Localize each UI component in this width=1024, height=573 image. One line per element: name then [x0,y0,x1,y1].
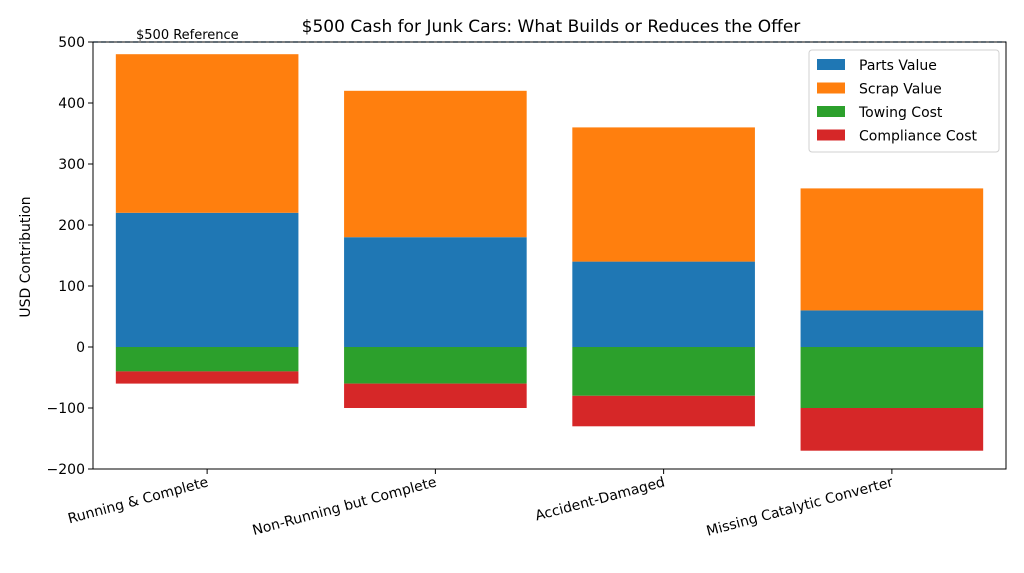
bar-compliance-cost-1 [344,383,527,408]
bar-towing-cost-0 [115,347,299,372]
y-tick-label: 400 [58,96,85,112]
y-tick-label: −100 [47,401,85,417]
bar-towing-cost-3 [800,347,984,408]
bar-towing-cost-1 [344,347,527,384]
x-tick-label: Accident-Damaged [534,474,667,524]
legend-label: Towing Cost [858,105,943,121]
legend-label: Scrap Value [859,82,942,98]
y-tick-label: 200 [58,218,85,234]
y-tick-label: 0 [76,340,85,356]
bar-scrap-value-0 [115,54,299,213]
legend-swatch-compliance-cost [817,129,845,141]
y-tick-label: 100 [58,279,85,295]
legend-label: Parts Value [859,58,937,74]
bar-parts-value-0 [115,212,299,347]
legend-swatch-parts-value [817,59,845,70]
bar-parts-value-1 [344,237,527,347]
bar-compliance-cost-2 [572,395,755,427]
bars-layer [115,54,984,451]
y-tick-label: 300 [58,157,85,173]
legend: Parts Value Scrap Value Towing Cost Complia… [808,49,1000,153]
legend-swatch-scrap-value [817,82,845,94]
x-tick-label: Missing Catalytic Converter [705,474,895,539]
plot-frame [92,41,1007,470]
reference-line-label: $500 Reference [136,28,239,43]
bar-scrap-value-2 [572,127,755,262]
y-tick-label: 500 [58,35,85,51]
bar-compliance-cost-0 [115,371,299,384]
bar-parts-value-3 [800,310,984,347]
legend-swatch-towing-cost [817,106,845,117]
y-tick-label: −200 [47,462,85,478]
bar-towing-cost-2 [572,347,755,396]
chart-title: $500 Cash for Junk Cars: What Builds or … [302,17,801,37]
bar-compliance-cost-3 [800,408,984,451]
bar-scrap-value-1 [344,90,527,238]
y-axis-label: USD Contribution [18,196,34,317]
x-tick-label: Running & Complete [66,474,210,527]
x-tick-label: Non-Running but Complete [251,474,439,539]
bar-parts-value-2 [572,261,755,347]
bar-scrap-value-3 [800,188,984,311]
legend-label: Compliance Cost [859,129,977,145]
legend-box [808,49,1000,153]
